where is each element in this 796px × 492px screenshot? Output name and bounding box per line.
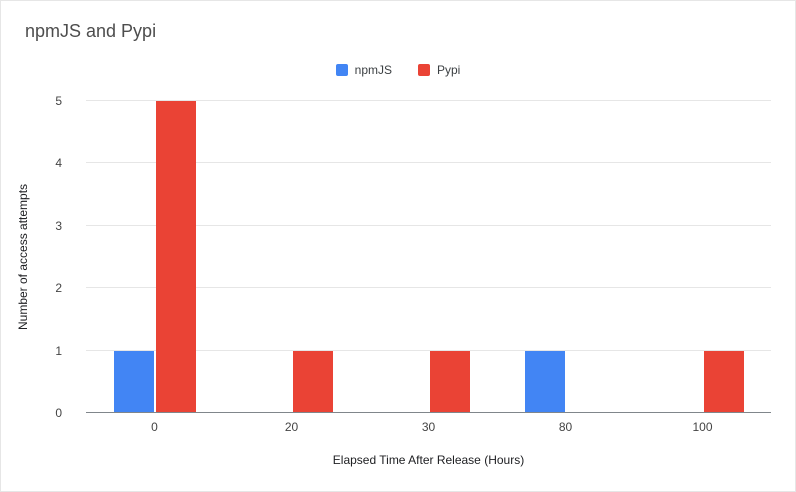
y-tick-label: 3: [55, 218, 62, 233]
bar-pypi-x100: [703, 350, 744, 413]
x-tick-label: 100: [692, 420, 713, 434]
bar-npmjs-x80: [524, 350, 565, 413]
bar-npmjs-x0: [113, 350, 154, 413]
bar-slot: [429, 101, 470, 413]
y-tick-label: 1: [55, 343, 62, 358]
chart-title: npmJS and Pypi: [25, 21, 157, 41]
gridline: [86, 287, 771, 289]
x-tick-label: 0: [151, 420, 158, 434]
bar-slot: [113, 101, 154, 413]
gridline: [86, 224, 771, 226]
bar-pypi-x20: [292, 350, 333, 413]
legend-item-npmjs: npmJS: [335, 63, 392, 77]
x-axis-baseline: [86, 412, 771, 413]
gridline: [86, 349, 771, 351]
bar-slot: [662, 101, 702, 413]
y-tick-label: 4: [55, 156, 62, 171]
legend-swatch: [335, 64, 348, 76]
bar-group-0: [86, 101, 223, 413]
x-tick-label: 30: [421, 420, 436, 434]
x-axis-ticks: 0 20 30 80 100: [86, 420, 771, 434]
gridline: [86, 162, 771, 164]
x-tick-label: 80: [558, 420, 573, 434]
legend: npmJS Pypi: [1, 63, 795, 77]
legend-swatch: [418, 64, 430, 76]
bar-group-30: [360, 101, 497, 413]
bar-slot: [388, 101, 428, 413]
bar-groups: [86, 101, 771, 413]
bar-slot: [567, 101, 607, 413]
bar-group-20: [223, 101, 360, 413]
x-tick-label: 20: [284, 420, 299, 434]
y-axis-ticks: 0 1 2 3 4 5: [1, 95, 74, 419]
bar-slot: [703, 101, 744, 413]
bar-slot: [251, 101, 291, 413]
y-tick-label: 5: [55, 94, 62, 108]
bar-slot: [155, 101, 196, 413]
bar-slot: [524, 101, 565, 413]
plot-area: [86, 100, 771, 413]
bar-pypi-x30: [429, 350, 470, 413]
gridline: [86, 100, 771, 101]
legend-label-pypi: Pypi: [437, 63, 461, 77]
bar-pypi-x0: [155, 101, 196, 413]
y-tick-label: 0: [55, 406, 62, 420]
legend-item-pypi: Pypi: [418, 63, 460, 77]
bar-group-80: [497, 101, 634, 413]
bar-group-100: [634, 101, 771, 413]
bar-slot: [292, 101, 333, 413]
x-axis-title: Elapsed Time After Release (Hours): [332, 453, 525, 467]
y-tick-label: 2: [55, 281, 62, 296]
legend-label-npmjs: npmJS: [354, 63, 392, 77]
